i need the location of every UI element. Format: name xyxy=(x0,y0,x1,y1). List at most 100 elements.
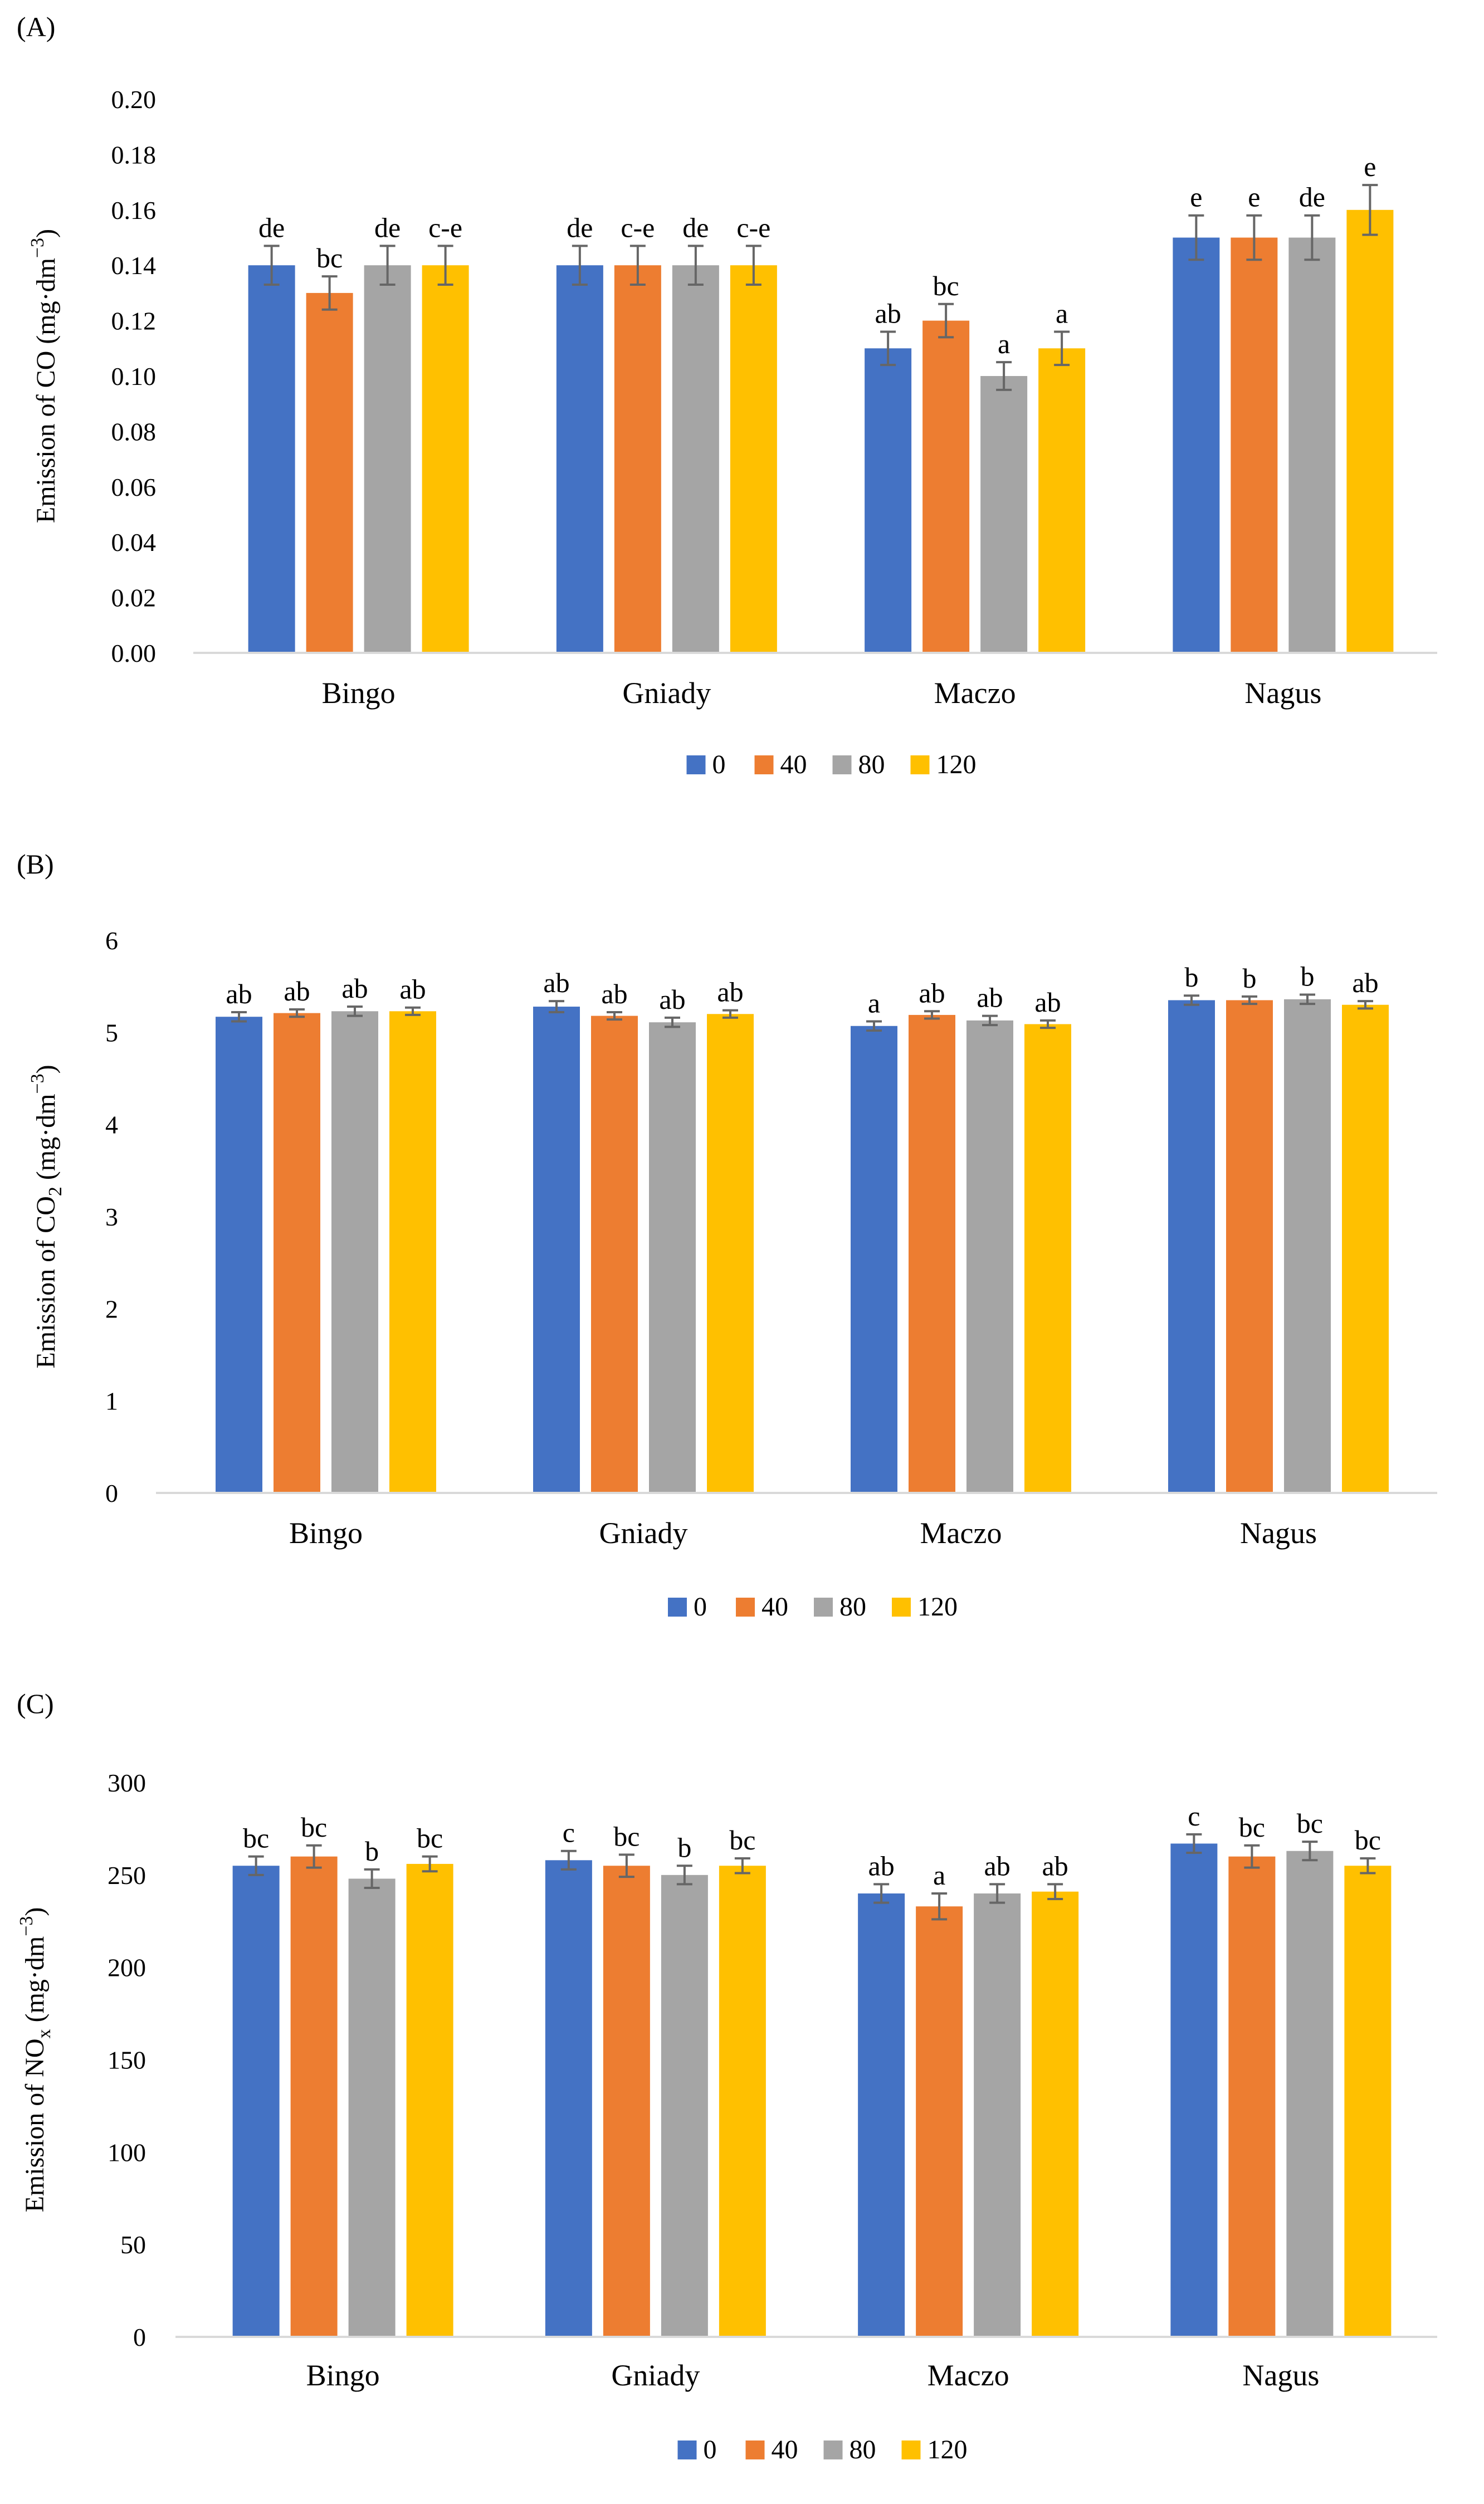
y-tick-label: 0.02 xyxy=(111,584,157,612)
chart-panel-c: (C) 0 50 100 150 200 250 300 Emission of NOx (mg… xyxy=(16,1688,1437,2464)
bar xyxy=(591,1016,638,1493)
significance-label: de xyxy=(1299,182,1325,213)
bar xyxy=(248,265,295,653)
legend-label: 80 xyxy=(839,1592,866,1622)
bar xyxy=(348,1878,396,2337)
category-label: Gniady xyxy=(599,1516,688,1550)
y-tick-label: 300 xyxy=(108,1769,146,1797)
legend-label: 120 xyxy=(936,750,977,779)
bar xyxy=(232,1866,280,2337)
y-tick-label: 0.14 xyxy=(111,251,157,280)
y-tick-label: 0.00 xyxy=(111,639,157,667)
bar xyxy=(966,1020,1013,1493)
significance-label: bc xyxy=(933,270,959,301)
panel-label: (A) xyxy=(17,11,55,42)
bar xyxy=(909,1014,955,1493)
significance-label: ab xyxy=(1034,987,1061,1018)
legend-swatch xyxy=(832,755,852,774)
significance-label: e xyxy=(1364,151,1376,182)
significance-label: bc xyxy=(243,1823,269,1854)
legend-label: 80 xyxy=(850,2435,876,2464)
significance-label: bc xyxy=(1355,1824,1381,1856)
category-label: Maczo xyxy=(934,676,1016,710)
y-axis-title: Emission of CO2 (mg·dm−3) xyxy=(27,1065,66,1368)
bar xyxy=(331,1011,378,1493)
significance-label: a xyxy=(868,987,880,1018)
y-tick-label: 0.12 xyxy=(111,307,157,335)
bar xyxy=(1024,1024,1071,1493)
bar xyxy=(1226,1000,1273,1493)
significance-label: b xyxy=(1301,961,1315,992)
y-tick-label: 0.16 xyxy=(111,196,157,224)
legend-label: 120 xyxy=(917,1592,958,1622)
y-tick-label: 0.20 xyxy=(111,85,157,114)
y-tick-label: 0.06 xyxy=(111,473,157,501)
significance-label: de xyxy=(682,212,709,243)
category-label: Gniady xyxy=(611,2359,700,2392)
bar xyxy=(1038,348,1086,653)
bar xyxy=(1228,1856,1276,2337)
legend-swatch xyxy=(668,1598,687,1617)
legend-label: 0 xyxy=(704,2435,717,2464)
bar xyxy=(216,1017,262,1493)
bar xyxy=(1284,999,1331,1493)
bar xyxy=(661,1875,708,2337)
legend-label: 40 xyxy=(780,750,807,779)
bar xyxy=(306,292,353,653)
bar xyxy=(916,1906,963,2337)
legend-label: 120 xyxy=(928,2435,968,2464)
bar xyxy=(1344,1866,1392,2337)
significance-label: ab xyxy=(284,975,310,1007)
significance-label: bc xyxy=(1297,1808,1323,1839)
significance-label: ab xyxy=(875,297,901,329)
bar xyxy=(1346,209,1394,653)
y-tick-label: 100 xyxy=(108,2138,146,2166)
bar xyxy=(1032,1891,1079,2337)
significance-label: a xyxy=(1056,297,1068,329)
category-label: Nagus xyxy=(1242,2359,1319,2392)
y-axis-title: Emission of NOx (mg·dm−3) xyxy=(16,1907,55,2213)
y-tick-label: 0.08 xyxy=(111,417,157,446)
significance-label: bc xyxy=(316,242,343,274)
legend-swatch xyxy=(910,755,930,774)
bar xyxy=(1173,237,1220,653)
legend: 0 40 80 120 xyxy=(686,750,977,779)
legend-swatch xyxy=(745,2440,765,2459)
y-tick-label: 0.04 xyxy=(111,528,157,557)
significance-label: bc xyxy=(417,1823,443,1854)
legend-swatch xyxy=(814,1598,833,1617)
y-tick-label: 2 xyxy=(105,1295,118,1323)
legend-swatch xyxy=(736,1598,755,1617)
bar xyxy=(545,1860,592,2337)
category-label: Maczo xyxy=(928,2359,1009,2392)
y-tick-label: 250 xyxy=(108,1861,146,1890)
bar xyxy=(865,348,912,653)
y-axis-title: Emission of CO (mg·dm−3) xyxy=(27,229,61,523)
significance-label: b xyxy=(1243,963,1257,994)
category-label: Nagus xyxy=(1240,1516,1317,1550)
legend-swatch xyxy=(754,755,774,774)
bar xyxy=(1288,237,1336,653)
bar xyxy=(290,1856,338,2337)
panel-label: (C) xyxy=(17,1688,54,1719)
category-label: Nagus xyxy=(1244,676,1321,710)
significance-label: ab xyxy=(341,973,368,1004)
bar xyxy=(974,1893,1021,2337)
significance-label: b xyxy=(365,1836,379,1867)
legend-label: 40 xyxy=(761,1592,788,1622)
category-label: Bingo xyxy=(289,1516,363,1550)
significance-label: de xyxy=(567,212,593,243)
category-label: Bingo xyxy=(322,676,396,710)
significance-label: b xyxy=(677,1832,691,1863)
bar xyxy=(851,1026,897,1493)
y-tick-label: 50 xyxy=(120,2230,146,2259)
y-tick-label: 150 xyxy=(108,2046,146,2075)
bar xyxy=(1168,1000,1215,1493)
significance-label: ab xyxy=(1352,967,1378,998)
bar xyxy=(649,1022,696,1493)
significance-label: ab xyxy=(717,977,743,1008)
significance-label: c-e xyxy=(428,212,462,243)
category-label: Bingo xyxy=(306,2359,380,2392)
